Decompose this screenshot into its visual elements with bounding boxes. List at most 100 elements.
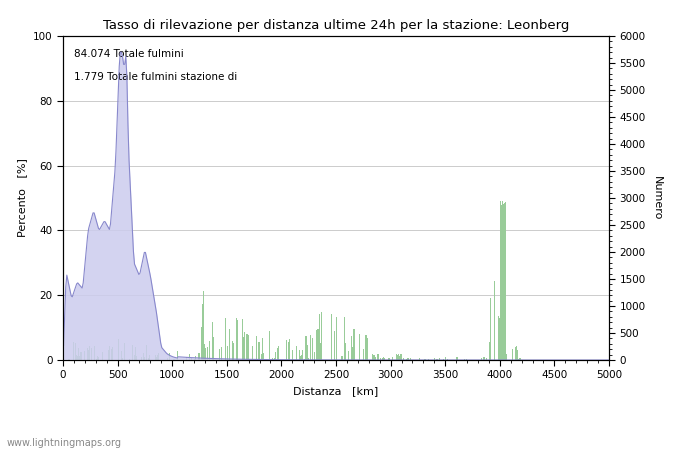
Bar <box>379 358 381 360</box>
Bar <box>242 319 243 360</box>
Bar <box>400 354 402 360</box>
Bar <box>375 357 377 360</box>
Bar <box>424 359 426 360</box>
Bar <box>504 203 505 360</box>
Bar <box>407 358 408 360</box>
Bar <box>146 345 147 360</box>
Bar <box>157 355 158 360</box>
Bar <box>320 343 321 360</box>
Bar <box>97 356 98 360</box>
Bar <box>317 329 318 360</box>
Bar <box>96 359 97 360</box>
Bar <box>205 348 206 360</box>
Bar <box>274 358 275 360</box>
Bar <box>94 346 95 360</box>
Bar <box>447 359 449 360</box>
Bar <box>363 349 365 360</box>
Bar <box>244 332 246 360</box>
Bar <box>148 358 149 360</box>
Bar <box>73 342 74 360</box>
Bar <box>506 354 507 360</box>
Bar <box>198 353 200 360</box>
Bar <box>203 292 204 360</box>
Bar <box>167 358 168 360</box>
Bar <box>304 359 305 360</box>
Title: Tasso di rilevazione per distanza ultime 24h per la stazione: Leonberg: Tasso di rilevazione per distanza ultime… <box>103 19 569 32</box>
Bar <box>275 352 276 360</box>
Bar <box>312 338 313 360</box>
Bar <box>232 342 233 360</box>
Bar <box>382 358 383 360</box>
Bar <box>89 346 90 360</box>
Bar <box>316 330 317 360</box>
Y-axis label: Numero: Numero <box>652 176 662 220</box>
Bar <box>135 347 136 360</box>
Bar <box>354 329 355 360</box>
Bar <box>502 201 503 360</box>
Bar <box>122 358 123 360</box>
Bar <box>136 356 137 360</box>
Bar <box>330 314 332 360</box>
Bar <box>348 351 349 360</box>
Bar <box>318 314 320 360</box>
Bar <box>503 203 504 360</box>
Bar <box>301 355 302 360</box>
Bar <box>512 349 513 360</box>
Bar <box>500 201 501 360</box>
Bar <box>108 350 109 360</box>
Bar <box>209 341 211 360</box>
Bar <box>237 320 238 360</box>
Bar <box>195 356 196 360</box>
Bar <box>489 342 490 360</box>
Bar <box>118 338 119 360</box>
Bar <box>80 351 82 360</box>
Bar <box>102 352 104 360</box>
Bar <box>112 347 113 360</box>
Bar <box>428 359 429 360</box>
Bar <box>516 346 517 360</box>
Bar <box>277 348 278 360</box>
Bar <box>419 358 420 360</box>
Bar <box>481 358 482 360</box>
Bar <box>498 318 500 360</box>
Bar <box>229 329 230 360</box>
Bar <box>84 351 85 360</box>
Bar <box>351 336 352 360</box>
Bar <box>434 358 435 360</box>
Bar <box>221 347 223 360</box>
Bar <box>367 338 368 360</box>
Bar <box>392 357 393 360</box>
Bar <box>352 347 354 360</box>
Bar <box>132 345 133 360</box>
Bar <box>129 359 130 360</box>
Bar <box>505 202 506 360</box>
Bar <box>494 281 496 360</box>
Bar <box>188 354 190 360</box>
Bar <box>204 344 205 360</box>
Bar <box>256 336 258 360</box>
Bar <box>79 356 81 360</box>
Bar <box>372 354 373 360</box>
Bar <box>258 342 260 360</box>
Bar <box>437 359 438 360</box>
Bar <box>295 346 297 360</box>
Bar <box>174 359 176 360</box>
Bar <box>134 355 135 360</box>
Bar <box>169 353 170 360</box>
Text: 1.779 Totale fulmini stazione di: 1.779 Totale fulmini stazione di <box>74 72 237 81</box>
Bar <box>124 343 125 360</box>
Bar <box>76 355 77 360</box>
Bar <box>445 357 447 360</box>
Bar <box>408 358 409 360</box>
Bar <box>278 346 279 360</box>
Bar <box>75 343 76 360</box>
Bar <box>384 358 385 360</box>
Bar <box>149 355 150 360</box>
Bar <box>252 346 253 360</box>
Bar <box>373 355 374 360</box>
Bar <box>443 359 444 360</box>
Bar <box>365 335 367 360</box>
Bar <box>78 348 79 360</box>
Bar <box>262 353 264 360</box>
Bar <box>194 359 195 360</box>
